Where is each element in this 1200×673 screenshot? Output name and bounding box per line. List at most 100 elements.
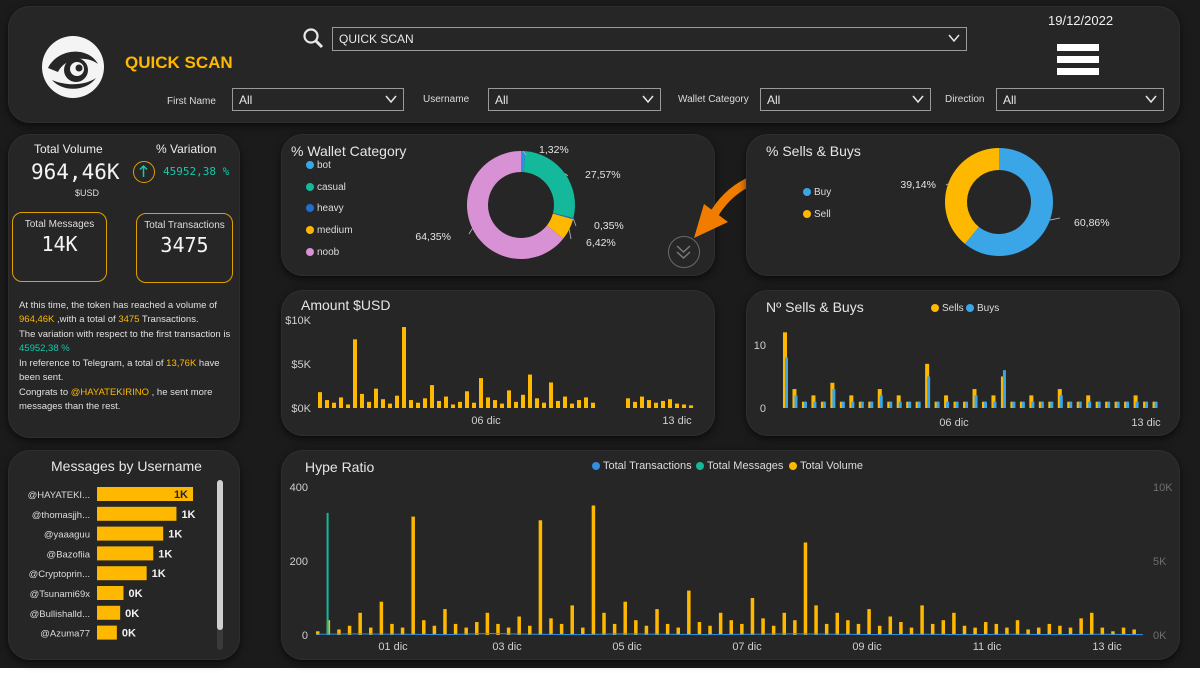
data-bar: [906, 401, 911, 408]
filter-direction[interactable]: All: [996, 88, 1164, 111]
data-bar: [867, 609, 871, 635]
scrollbar-thumb[interactable]: [217, 480, 223, 630]
data-bar: [339, 397, 343, 408]
data-bar: [1116, 401, 1120, 408]
filter-wallet-category-value: All: [767, 93, 781, 107]
hamburger-icon[interactable]: [1057, 44, 1099, 76]
filter-wallet-category[interactable]: All: [760, 88, 931, 111]
data-bar: [326, 512, 329, 635]
sells-buys-donut: 60,86% 39,14%: [900, 148, 1110, 256]
legend-item: casual: [306, 182, 346, 193]
data-bar: [97, 566, 147, 581]
chevron-double-down-icon[interactable]: [668, 236, 700, 268]
x-tick-label: 07 dic: [732, 641, 762, 653]
x-tick-label: 13 dic: [1092, 641, 1122, 653]
data-bar: [634, 620, 638, 635]
data-bar: [718, 612, 723, 635]
data-bar: [858, 401, 863, 408]
donut-data-label: 60,86%: [1074, 217, 1110, 229]
data-bar: [411, 516, 415, 635]
data-bar: [1121, 627, 1126, 635]
hype-ratio-chart: 400 200 0 10K 5K 0K 01 dic 03 dic 05 dic 07 dic 09…: [290, 482, 1174, 653]
kpi-panel: Total Volume 964,46K $USD % Variation 45…: [8, 134, 240, 438]
y-tick-label: 0: [302, 630, 308, 642]
data-bar: [811, 395, 816, 408]
scrollbar[interactable]: [217, 480, 223, 650]
data-bar: [824, 623, 829, 635]
summary-text-part: Congrats to: [19, 387, 71, 398]
total-transactions-value: 3475: [160, 233, 209, 257]
donut-slice: [546, 213, 574, 239]
legend-dot: [306, 204, 314, 212]
data-bar: [936, 401, 940, 408]
chevron-down-icon: [948, 34, 960, 43]
data-bar: [358, 612, 362, 635]
legend-item: Sells: [931, 303, 964, 314]
summary-text: At this time, the token has reached a vo…: [19, 299, 233, 415]
y-tick-label: 0: [760, 403, 766, 415]
data-bar: [443, 609, 447, 635]
data-bar: [851, 401, 855, 408]
data-bar: [740, 623, 744, 635]
total-transactions-card: Total Transactions 3475: [136, 213, 233, 283]
data-bar: [422, 620, 426, 635]
data-bar: [953, 401, 958, 408]
donut-leader-line: [1049, 217, 1061, 221]
header-panel: QUICK SCAN QUICK SCAN 19/12/2022 First N…: [8, 6, 1180, 123]
sells-buys-count-title: Nº Sells & Buys: [766, 299, 864, 315]
data-bar: [506, 627, 511, 635]
filter-first-name[interactable]: All: [232, 88, 404, 111]
category-label: @HAYATEKI...: [28, 490, 90, 501]
data-bar: [409, 400, 413, 408]
donut-slice: [466, 151, 564, 259]
data-bar: [563, 396, 567, 408]
legend-item: heavy: [306, 203, 344, 214]
data-bar: [856, 623, 861, 635]
legend-item: Buys: [966, 303, 999, 314]
category-label: @thomasjjh...: [32, 510, 90, 521]
data-bar: [514, 401, 518, 408]
data-bar: [1097, 401, 1101, 408]
date-label: 19/12/2022: [1048, 13, 1114, 28]
data-bar: [640, 396, 644, 408]
data-bar: [917, 401, 921, 408]
donut-slice: [552, 212, 574, 220]
filter-username[interactable]: All: [488, 88, 661, 111]
summary-highlight: @HAYATEKIRINO: [70, 387, 150, 398]
legend-label: Total Volume: [800, 460, 863, 472]
x-tick-label: 06 dic: [471, 415, 501, 427]
summary-text-part: In reference to Telegram, a total of: [19, 358, 167, 369]
legend-dot: [803, 210, 811, 218]
data-bar: [697, 622, 702, 635]
data-bar: [794, 395, 798, 408]
search-dropdown[interactable]: QUICK SCAN: [332, 27, 967, 51]
data-bar: [97, 526, 164, 541]
donut-leader-line: [945, 183, 949, 186]
data-bar: [1040, 401, 1044, 408]
data-bar: [887, 401, 892, 408]
data-bar: [626, 398, 630, 408]
data-bar: [962, 625, 967, 635]
hype-ratio-panel: Hype Ratio Total Transactions Total Mess…: [281, 450, 1180, 660]
data-bar: [1078, 401, 1082, 408]
data-bar: [803, 542, 808, 635]
total-volume-label: Total Volume: [34, 142, 103, 156]
amount-usd-title: Amount $USD: [301, 297, 391, 313]
data-bar: [761, 618, 765, 635]
data-bar: [750, 598, 755, 635]
donut-slice: [521, 151, 526, 173]
data-bar: [485, 612, 490, 635]
data-bar: [581, 627, 585, 635]
search-icon[interactable]: [302, 27, 324, 49]
summary-text-part: have been sent.: [19, 358, 220, 383]
y-tick-label: $0K: [291, 403, 311, 415]
x-tick-label: 13 dic: [1131, 417, 1161, 429]
legend-label: bot: [317, 160, 331, 171]
amount-usd-chart: $10K $5K $0K 06 dic 13 dic: [285, 315, 693, 427]
legend-item: noob: [306, 247, 339, 258]
data-bar: [1015, 620, 1020, 635]
data-bar: [521, 394, 525, 408]
data-bar: [437, 400, 441, 408]
data-bar: [612, 623, 617, 635]
data-bar: [661, 400, 665, 408]
